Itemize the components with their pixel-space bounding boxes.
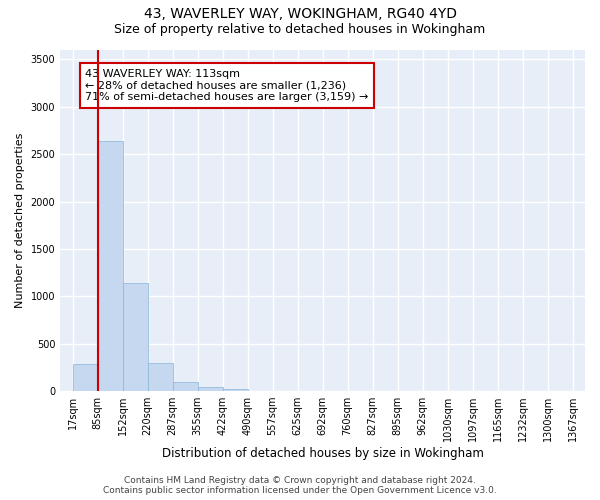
Text: 43 WAVERLEY WAY: 113sqm
← 28% of detached houses are smaller (1,236)
71% of semi: 43 WAVERLEY WAY: 113sqm ← 28% of detache… xyxy=(85,69,368,102)
Bar xyxy=(223,388,248,391)
Bar xyxy=(122,283,148,391)
Y-axis label: Number of detached properties: Number of detached properties xyxy=(15,133,25,308)
Bar xyxy=(98,141,122,391)
Bar xyxy=(173,382,197,391)
X-axis label: Distribution of detached houses by size in Wokingham: Distribution of detached houses by size … xyxy=(161,447,484,460)
Text: Size of property relative to detached houses in Wokingham: Size of property relative to detached ho… xyxy=(115,22,485,36)
Bar xyxy=(73,364,98,391)
Text: Contains HM Land Registry data © Crown copyright and database right 2024.
Contai: Contains HM Land Registry data © Crown c… xyxy=(103,476,497,495)
Text: 43, WAVERLEY WAY, WOKINGHAM, RG40 4YD: 43, WAVERLEY WAY, WOKINGHAM, RG40 4YD xyxy=(143,8,457,22)
Bar xyxy=(148,363,173,391)
Bar xyxy=(197,388,223,391)
